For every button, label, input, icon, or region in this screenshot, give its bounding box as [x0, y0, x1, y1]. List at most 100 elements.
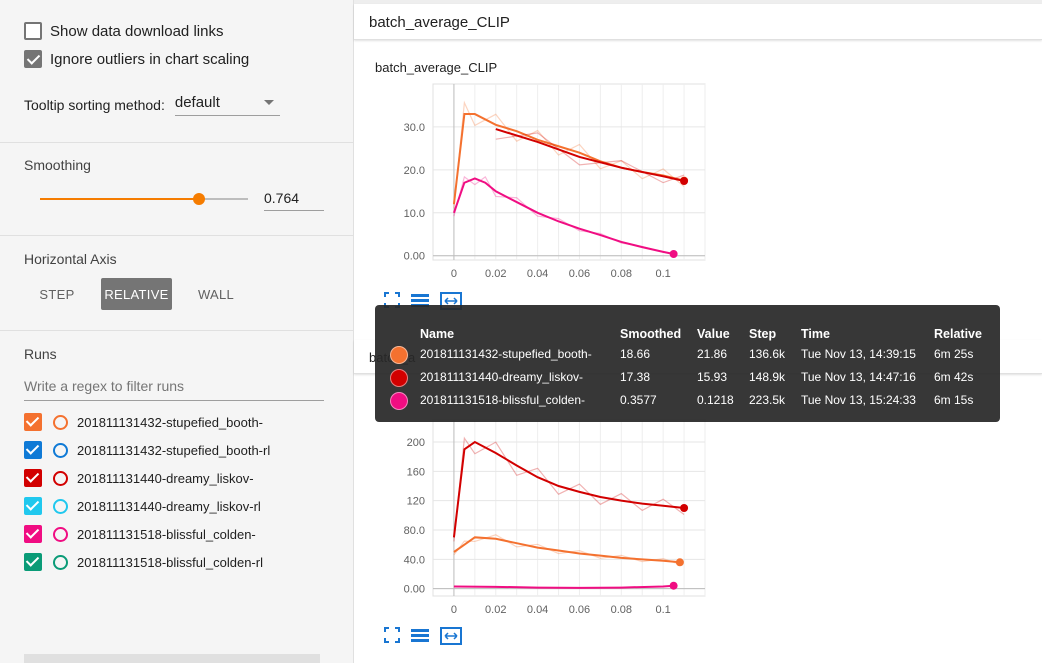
tooltip-cell-time: Tue Nov 13, 14:47:16	[801, 370, 916, 384]
plot-frame	[432, 83, 706, 261]
checkbox-box-checked[interactable]	[24, 50, 42, 68]
run-name: 201811131440-dreamy_liskov-rl	[77, 498, 261, 514]
x-tick-label: 0	[451, 268, 457, 280]
slider-thumb[interactable]	[192, 193, 205, 205]
run-row[interactable]: 201811131518-blissful_colden-rl	[24, 553, 263, 571]
tooltip-cell-step: 223.5k	[749, 393, 786, 407]
series-raw-line	[453, 534, 681, 565]
tooltip-cell-relative: 6m 42s	[934, 370, 974, 384]
ignore-outliers-checkbox[interactable]: Ignore outliers in chart scaling	[24, 50, 249, 68]
y-tick-label: 10.0	[404, 208, 425, 220]
run-name: 201811131518-blissful_colden-rl	[77, 554, 263, 570]
tooltip-series-dot	[390, 346, 408, 364]
run-name: 201811131440-dreamy_liskov-	[77, 470, 254, 486]
y-tick-label: 0.00	[404, 584, 425, 596]
smoothing-label: Smoothing	[24, 157, 91, 173]
checkbox-box[interactable]	[24, 22, 42, 40]
run-color-circle-icon[interactable]	[53, 442, 68, 458]
tooltip-header-step: Step	[749, 327, 777, 341]
series-raw-line	[453, 100, 685, 209]
tooltip-cell-step: 136.6k	[749, 347, 786, 361]
tooltip-header-name: Name	[420, 327, 455, 341]
run-checkbox[interactable]	[24, 553, 42, 571]
divider	[0, 235, 353, 236]
x-tick-label: 0.1	[656, 268, 671, 280]
tooltip-header-value: Value	[697, 327, 730, 341]
run-checkbox[interactable]	[24, 413, 42, 431]
ignore-outliers-label: Ignore outliers in chart scaling	[50, 50, 250, 68]
run-filter-input[interactable]: Write a regex to filter runs	[24, 378, 324, 401]
series-raw-line	[453, 436, 685, 542]
divider	[0, 142, 353, 143]
run-checkbox[interactable]	[24, 441, 42, 459]
run-color-circle-icon[interactable]	[53, 526, 68, 542]
run-row[interactable]: 201811131432-stupefied_booth-	[24, 413, 263, 431]
expand-icon[interactable]	[384, 627, 400, 643]
y-tick-label: 160	[407, 466, 425, 478]
tooltip-cell-name: 201811131518-blissful_colden-	[420, 393, 586, 407]
tooltip-cell-name: 201811131440-dreamy_liskov-	[420, 370, 583, 384]
run-color-circle-icon[interactable]	[53, 554, 68, 570]
tooltip-cell-step: 148.9k	[749, 370, 786, 384]
x-tick-label: 0.06	[569, 268, 590, 280]
smoothing-slider[interactable]	[40, 193, 248, 205]
series-line	[453, 536, 680, 564]
runs-label: Runs	[24, 346, 57, 362]
y-tick-label: 0.00	[404, 251, 425, 263]
series-endpoint	[680, 504, 689, 512]
run-color-circle-icon[interactable]	[53, 498, 68, 514]
series-line	[452, 440, 685, 538]
x-tick-label: 0.04	[527, 604, 548, 616]
run-name: 201811131432-stupefied_booth-	[77, 414, 264, 430]
x-tick-label: 0.02	[485, 604, 506, 616]
haxis-wall-button[interactable]: WALL	[197, 286, 235, 302]
top-edge	[354, 0, 1042, 4]
run-checkbox[interactable]	[24, 497, 42, 515]
run-row[interactable]: 201811131440-dreamy_liskov-	[24, 469, 254, 487]
x-tick-label: 0.08	[611, 268, 632, 280]
bottom-button[interactable]	[24, 654, 320, 663]
tooltip-header-relative: Relative	[934, 327, 982, 341]
smoothing-input[interactable]: 0.764	[264, 190, 324, 211]
slider-fill	[40, 198, 199, 200]
x-tick-label: 0.08	[611, 604, 632, 616]
chart-2-toolbar	[384, 627, 462, 645]
y-tick-label: 200	[407, 437, 425, 449]
chart-1[interactable]: 0.00 10.0 20.0 30.0 0 0.02 0.04 0.06 0.08 0.1	[354, 72, 734, 292]
run-name: 201811131518-blissful_colden-	[77, 526, 256, 542]
run-color-circle-icon[interactable]	[53, 414, 68, 430]
tooltip-cell-smoothed: 18.66	[620, 347, 651, 361]
run-row[interactable]: 201811131440-dreamy_liskov-rl	[24, 497, 261, 515]
haxis-step-button[interactable]: STEP	[39, 286, 75, 302]
x-tick-label: 0.02	[485, 268, 506, 280]
chart-2[interactable]: 0.00 40.0 80.0 120 160 200 0 0.02 0.04 0.06 0.08 0.…	[354, 408, 734, 623]
tooltip-sort-select[interactable]: default	[174, 94, 280, 116]
group-header[interactable]: batch_average_CLIP	[354, 4, 1042, 40]
run-row[interactable]: 201811131518-blissful_colden-	[24, 525, 256, 543]
series-raw-line	[453, 175, 674, 255]
tooltip-sort-row: Tooltip sorting method: default	[24, 94, 280, 116]
x-tick-label: 0.06	[569, 604, 590, 616]
series-endpoint	[675, 558, 684, 567]
toggle-log-scale-icon[interactable]	[410, 627, 430, 643]
run-row[interactable]: 201811131432-stupefied_booth-rl	[24, 441, 270, 459]
show-download-links-checkbox[interactable]: Show data download links	[24, 22, 223, 40]
run-color-circle-icon[interactable]	[53, 470, 68, 486]
series-line	[452, 113, 685, 205]
y-tick-label: 20.0	[404, 165, 425, 177]
tooltip-cell-time: Tue Nov 13, 14:39:15	[801, 347, 916, 361]
tooltip-cell-value: 15.93	[697, 370, 728, 384]
haxis-relative-button[interactable]: RELATIVE	[101, 278, 172, 310]
run-checkbox[interactable]	[24, 469, 42, 487]
tooltip-cell-time: Tue Nov 13, 15:24:33	[801, 393, 916, 407]
fit-domain-icon[interactable]	[440, 627, 462, 645]
y-tick-label: 40.0	[404, 554, 425, 566]
y-tick-label: 120	[407, 496, 425, 508]
chart-title: batch_average_CLIP	[375, 60, 498, 75]
tooltip-series-dot	[390, 369, 408, 387]
run-checkbox[interactable]	[24, 525, 42, 543]
tooltip-cell-smoothed: 0.3577	[620, 393, 657, 407]
y-tick-label: 80.0	[404, 525, 425, 537]
expand-icon[interactable]	[384, 292, 400, 308]
x-tick-label: 0.1	[656, 604, 671, 616]
